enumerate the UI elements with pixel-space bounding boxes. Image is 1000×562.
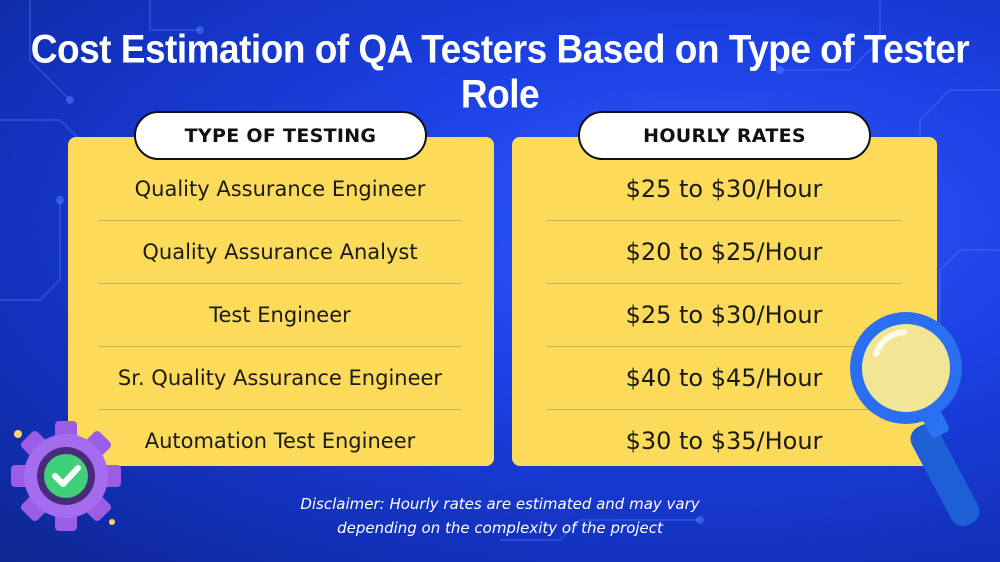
- row-divider: [546, 283, 902, 284]
- rate-item: $25 to $30/Hour: [625, 175, 823, 203]
- role-list: Quality Assurance Engineer Quality Assur…: [98, 158, 462, 472]
- rate-item: $30 to $35/Hour: [625, 427, 823, 455]
- disclaimer: Disclaimer: Hourly rates are estimated a…: [0, 492, 1000, 540]
- row-divider: [98, 220, 462, 221]
- row-divider: [98, 346, 462, 347]
- row-divider: [546, 346, 902, 347]
- disclaimer-line: Disclaimer: Hourly rates are estimated a…: [300, 495, 700, 513]
- gear-check-icon: [11, 421, 121, 531]
- rate-item: $20 to $25/Hour: [625, 238, 823, 266]
- row-divider: [98, 283, 462, 284]
- role-item: Automation Test Engineer: [144, 429, 416, 453]
- type-of-testing-header: TYPE OF TESTING: [134, 111, 427, 160]
- role-item: Quality Assurance Engineer: [134, 177, 426, 201]
- role-item: Test Engineer: [209, 303, 351, 327]
- role-panel: [68, 137, 494, 466]
- row-divider: [98, 409, 462, 410]
- page-title: Cost Estimation of QA Testers Based on T…: [30, 26, 970, 117]
- row-divider: [546, 220, 902, 221]
- rate-panel: [512, 137, 937, 466]
- rate-item: $25 to $30/Hour: [625, 301, 823, 329]
- hourly-rates-header: HOURLY RATES: [578, 111, 871, 160]
- disclaimer-line: depending on the complexity of the proje…: [337, 519, 663, 537]
- rate-list: $25 to $30/Hour $20 to $25/Hour $25 to $…: [546, 158, 902, 472]
- role-item: Quality Assurance Analyst: [142, 240, 418, 264]
- role-item: Sr. Quality Assurance Engineer: [117, 366, 443, 390]
- rate-item: $40 to $45/Hour: [625, 364, 823, 392]
- magnifying-glass-icon: [850, 312, 980, 527]
- row-divider: [546, 409, 902, 410]
